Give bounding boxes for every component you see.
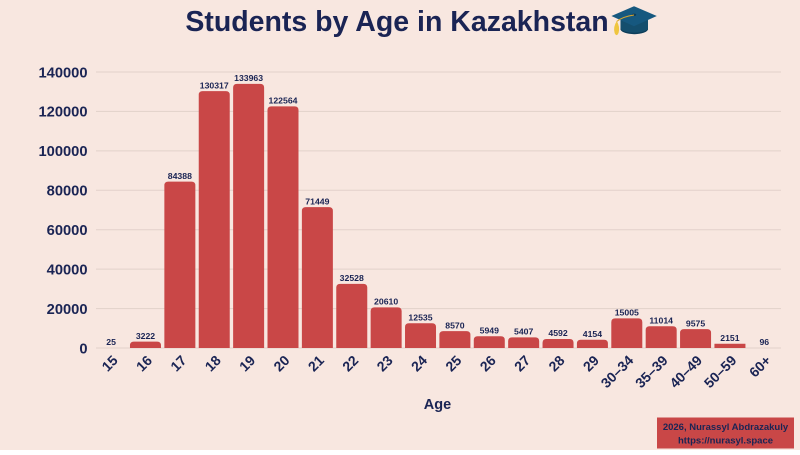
svg-text:15005: 15005 [615,308,639,318]
svg-text:0: 0 [79,341,87,357]
svg-text:5407: 5407 [514,327,533,337]
svg-text:25: 25 [106,337,116,347]
svg-text:12535: 12535 [408,312,432,322]
svg-text:2151: 2151 [720,333,739,343]
svg-text:20610: 20610 [374,297,398,307]
svg-text:9575: 9575 [686,318,705,328]
svg-text:20000: 20000 [47,302,88,318]
svg-text:96: 96 [759,337,769,347]
svg-text:8570: 8570 [445,320,464,330]
svg-text:120000: 120000 [38,105,87,121]
svg-text:11014: 11014 [649,315,673,325]
svg-text:5949: 5949 [480,325,499,335]
svg-text:40000: 40000 [47,262,88,278]
svg-text:4592: 4592 [548,328,567,338]
svg-text:122564: 122564 [269,96,298,106]
svg-text:Students by Age in Kazakhstan: Students by Age in Kazakhstan [185,6,608,38]
svg-text:Age: Age [424,397,451,413]
svg-text:130317: 130317 [200,80,229,90]
svg-text:140000: 140000 [38,65,87,81]
svg-text:84388: 84388 [168,171,192,181]
svg-text:32528: 32528 [340,273,364,283]
svg-text:80000: 80000 [47,184,88,200]
svg-text:https://nurasyl.space: https://nurasyl.space [678,436,773,447]
svg-text:3222: 3222 [136,331,155,341]
svg-text:2026, Nurassyl Abdrazakuly: 2026, Nurassyl Abdrazakuly [663,422,789,433]
svg-text:4154: 4154 [583,329,602,339]
svg-text:133963: 133963 [234,73,263,83]
svg-text:60000: 60000 [47,223,88,239]
svg-text:71449: 71449 [305,196,329,206]
svg-text:100000: 100000 [38,144,87,160]
